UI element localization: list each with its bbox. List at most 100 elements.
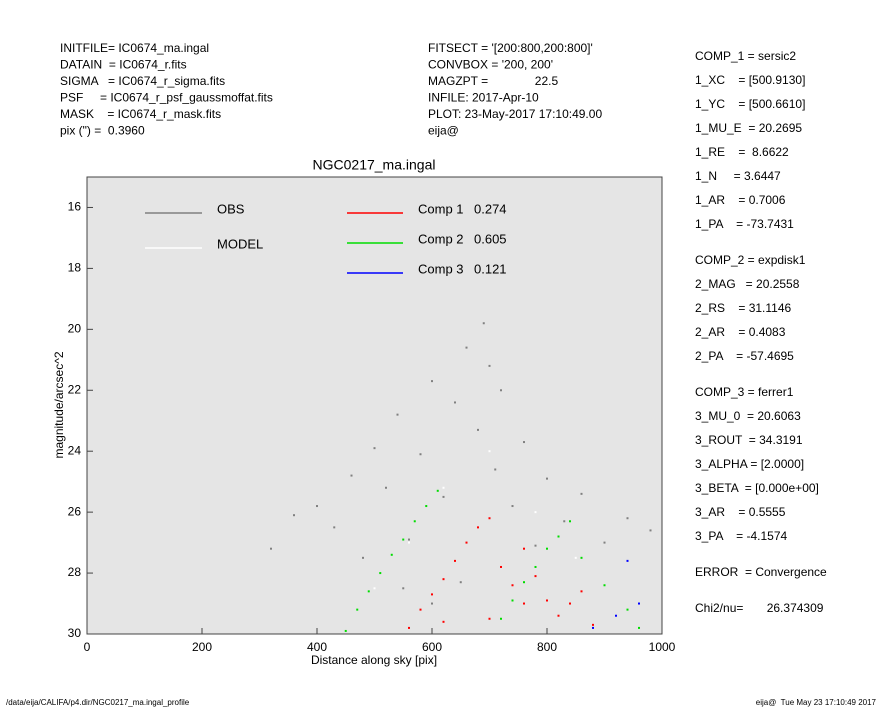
y-axis-label: magnitude/arcsec^2 bbox=[52, 351, 66, 458]
param-line: ERROR = Convergence bbox=[695, 565, 827, 579]
point bbox=[413, 520, 416, 523]
point bbox=[408, 538, 410, 541]
footer-left: /data/eija/CALIFA/p4.dir/NGC0217_ma.inga… bbox=[6, 698, 190, 707]
point bbox=[465, 541, 468, 544]
point bbox=[580, 590, 583, 593]
plot-area bbox=[86, 176, 663, 635]
point bbox=[500, 565, 502, 568]
point bbox=[442, 620, 445, 623]
point bbox=[419, 453, 422, 456]
point bbox=[333, 526, 336, 529]
point bbox=[390, 553, 393, 556]
point bbox=[546, 477, 548, 480]
point bbox=[638, 602, 640, 605]
point bbox=[523, 581, 525, 584]
point bbox=[569, 520, 571, 523]
point bbox=[580, 556, 583, 559]
x-tick-label: 800 bbox=[537, 640, 557, 654]
legend-fraction: 0.121 bbox=[474, 261, 507, 276]
point bbox=[523, 547, 525, 550]
point bbox=[344, 629, 347, 632]
point bbox=[546, 547, 548, 550]
param-line: 3_MU_0 = 20.6063 bbox=[695, 409, 801, 423]
point bbox=[511, 599, 514, 602]
point bbox=[396, 413, 399, 416]
point bbox=[603, 541, 606, 544]
point bbox=[431, 602, 433, 605]
param-line: 1_MU_E = 20.2695 bbox=[695, 121, 802, 135]
point bbox=[431, 380, 433, 383]
point bbox=[523, 441, 525, 444]
param-line: 2_RS = 31.1146 bbox=[695, 301, 792, 315]
legend-label: MODEL bbox=[217, 236, 263, 251]
point bbox=[436, 489, 439, 492]
point bbox=[419, 608, 422, 611]
point bbox=[270, 547, 272, 550]
y-tick-label: 16 bbox=[68, 200, 82, 214]
point bbox=[488, 450, 491, 453]
point bbox=[500, 389, 502, 392]
point bbox=[592, 623, 594, 626]
point bbox=[523, 602, 525, 605]
point bbox=[534, 565, 537, 568]
point bbox=[373, 447, 376, 450]
param-line: 1_YC = [500.6610] bbox=[695, 97, 805, 111]
x-tick-label: 200 bbox=[192, 640, 212, 654]
header-line: PLOT: 23-May-2017 17:10:49.00 bbox=[428, 107, 602, 121]
legend-fraction: 0.274 bbox=[474, 201, 507, 216]
header-line: DATAIN = IC0674_r.fits bbox=[60, 58, 187, 72]
y-tick-label: 20 bbox=[68, 322, 82, 336]
point bbox=[534, 511, 537, 514]
header-line: FITSECT = '[200:800,200:800]' bbox=[428, 41, 593, 55]
point bbox=[442, 578, 445, 581]
param-line: 2_PA = -57.4695 bbox=[695, 349, 794, 363]
point bbox=[408, 626, 410, 629]
header-line: INFILE: 2017-Apr-10 bbox=[428, 91, 539, 105]
param-line: 1_RE = 8.6622 bbox=[695, 145, 789, 159]
point bbox=[362, 556, 364, 559]
param-line: 1_AR = 0.7006 bbox=[695, 193, 786, 207]
point bbox=[494, 468, 497, 471]
param-line: 3_PA = -4.1574 bbox=[695, 529, 788, 543]
param-line: COMP_1 = sersic2 bbox=[695, 49, 796, 63]
point bbox=[511, 584, 514, 587]
legend-label: OBS bbox=[217, 201, 245, 216]
point bbox=[580, 492, 583, 495]
header-line: pix (") = 0.3960 bbox=[60, 124, 145, 138]
param-line: 1_N = 3.6447 bbox=[695, 169, 781, 183]
point bbox=[500, 617, 502, 620]
point bbox=[356, 608, 359, 611]
x-tick-label: 600 bbox=[422, 640, 442, 654]
param-line: 3_ROUT = 34.3191 bbox=[695, 433, 803, 447]
x-tick-label: 1000 bbox=[649, 640, 676, 654]
header-line: CONVBOX = '200, 200' bbox=[428, 58, 553, 72]
point bbox=[488, 517, 491, 520]
point bbox=[442, 486, 445, 489]
y-tick-label: 24 bbox=[68, 443, 82, 457]
y-tick-label: 28 bbox=[68, 565, 82, 579]
point bbox=[574, 556, 577, 559]
param-line: 3_BETA = [0.000e+00] bbox=[695, 481, 819, 495]
param-line: 2_AR = 0.4083 bbox=[695, 325, 786, 339]
param-line: 1_XC = [500.9130] bbox=[695, 73, 805, 87]
point bbox=[402, 538, 405, 541]
param-line: COMP_3 = ferrer1 bbox=[695, 385, 794, 399]
point bbox=[557, 614, 560, 617]
point bbox=[293, 514, 295, 517]
point bbox=[626, 608, 629, 611]
point bbox=[316, 505, 318, 508]
point bbox=[477, 428, 479, 431]
point bbox=[615, 614, 617, 617]
point bbox=[454, 559, 456, 562]
point bbox=[431, 593, 433, 596]
legend-fraction: 0.605 bbox=[474, 231, 507, 246]
point bbox=[592, 626, 594, 629]
point bbox=[534, 575, 537, 578]
chart-title: NGC0217_ma.ingal bbox=[313, 157, 436, 173]
legend-label: Comp 1 bbox=[418, 201, 464, 216]
param-line: 2_MAG = 20.2558 bbox=[695, 277, 800, 291]
y-tick-label: 22 bbox=[68, 382, 82, 396]
point bbox=[442, 495, 445, 498]
point bbox=[569, 602, 571, 605]
param-line: Chi2/nu= 26.374309 bbox=[695, 601, 824, 615]
